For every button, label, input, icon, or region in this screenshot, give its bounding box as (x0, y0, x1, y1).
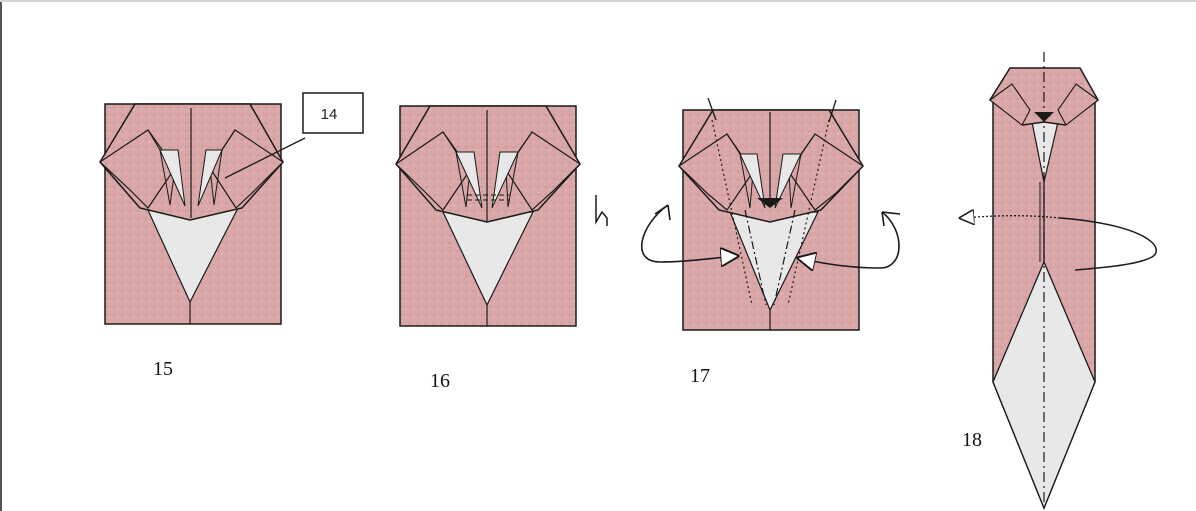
reference-box-label: 14 (321, 106, 338, 123)
rotate-arrow-left (654, 204, 671, 221)
reference-box: 14 (302, 92, 364, 134)
reverse-fold-arrow-left (641, 204, 738, 262)
step-16-number: 16 (430, 370, 450, 392)
window-top-border (0, 0, 1196, 2)
reverse-fold-arrow-right (798, 211, 900, 268)
mountain-fold-line (773, 209, 796, 306)
turn-over-arrow (960, 216, 1061, 218)
reference-callout-line (224, 137, 306, 179)
pleat-symbol (595, 195, 608, 226)
step-17-number: 17 (690, 365, 710, 387)
step-17-figure (678, 97, 864, 331)
valley-fold-line (787, 119, 830, 306)
step-18-number: 18 (962, 429, 982, 451)
turn-over-arrow-tail (1059, 217, 1157, 271)
step-18-figure (989, 52, 1099, 510)
step-16-figure (395, 105, 581, 327)
mountain-fold-line (744, 209, 767, 306)
rotate-arrow-right (881, 211, 901, 227)
valley-fold-line (711, 119, 753, 306)
step-15-figure (99, 103, 306, 325)
window-left-border (0, 0, 2, 511)
step-15-number: 15 (153, 358, 173, 380)
